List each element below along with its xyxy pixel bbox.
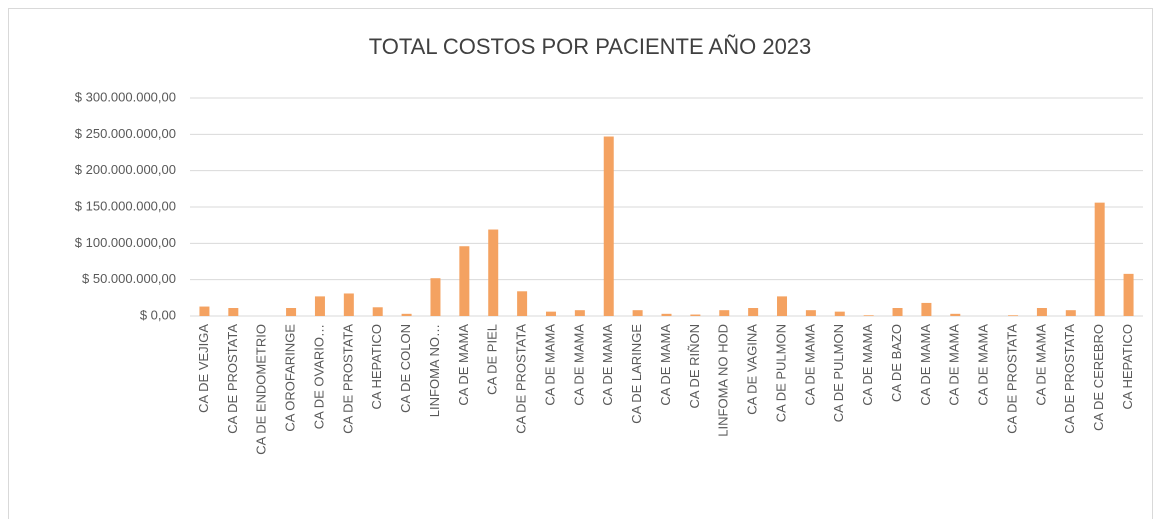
bar — [632, 310, 643, 316]
x-tick-label: CA DE PROSTATA — [514, 324, 529, 434]
bar — [690, 314, 701, 316]
x-tick-label: CA DE PROSTATA — [1004, 324, 1019, 434]
bar — [1094, 202, 1105, 316]
x-tick-label: CA DE MAMA — [542, 324, 557, 406]
bar — [430, 278, 441, 316]
x-tick-label: CA HEPATICO — [1120, 324, 1135, 409]
x-tick-label: CA DE COLON — [398, 324, 413, 413]
x-tick-label: CA DE RIÑON — [687, 324, 702, 409]
bar — [228, 308, 239, 316]
x-tick-label: CA DE PROSTATA — [225, 324, 240, 434]
x-tick-label: CA DE MAMA — [658, 324, 673, 406]
bar — [834, 311, 845, 316]
bar — [950, 313, 961, 316]
bar — [459, 246, 470, 316]
bar — [1123, 273, 1134, 316]
x-tick-label: LINFOMA NO… — [427, 324, 442, 417]
bar — [603, 136, 614, 316]
x-tick-label: CA DE PROSTATA — [340, 324, 355, 434]
x-tick-label: CA DE MAMA — [947, 324, 962, 406]
x-tick-label: CA DE MAMA — [976, 324, 991, 406]
x-tick-label: CA DE LARINGE — [629, 324, 644, 424]
bar — [401, 313, 412, 316]
bar — [719, 310, 730, 316]
y-tick-label: $ 0,00 — [140, 307, 176, 322]
x-tick-label: CA DE BAZO — [889, 324, 904, 402]
bar — [1036, 308, 1047, 316]
x-tick-label: CA DE VAGINA — [745, 324, 760, 415]
y-tick-label: $ 200.000.000,00 — [75, 162, 176, 177]
x-tick-label: CA DE MAMA — [918, 324, 933, 406]
x-tick-label: CA DE ENDOMETRIO — [254, 324, 269, 455]
x-tick-label: CA DE MAMA — [571, 324, 586, 406]
bar — [748, 308, 759, 316]
bar — [805, 310, 816, 316]
bar — [1008, 315, 1019, 316]
x-tick-label: CA DE MAMA — [860, 324, 875, 406]
x-tick-label: CA DE MAMA — [1033, 324, 1048, 406]
x-tick-label: CA DE CEREBRO — [1091, 324, 1106, 431]
x-tick-label: CA OROFARINGE — [283, 324, 298, 432]
chart-border — [8, 8, 1153, 524]
x-tick-label: CA DE PIEL — [485, 324, 500, 395]
x-tick-label: CA DE MAMA — [802, 324, 817, 406]
x-tick-label: CA HEPATICO — [369, 324, 384, 409]
bar — [199, 306, 210, 316]
x-tick-label: CA DE PROSTATA — [1062, 324, 1077, 434]
y-tick-label: $ 100.000.000,00 — [75, 235, 176, 250]
y-tick-label: $ 50.000.000,00 — [82, 271, 176, 286]
bar — [892, 308, 903, 316]
bar — [517, 291, 528, 316]
x-tick-label: CA DE PULMON — [831, 324, 846, 422]
x-tick-label: CA DE MAMA — [600, 324, 615, 406]
x-tick-label: CA DE OVARIO… — [311, 324, 326, 429]
bar — [921, 302, 932, 316]
x-tick-label: LINFOMA NO HOD — [716, 324, 731, 437]
bar — [488, 229, 499, 316]
y-tick-label: $ 150.000.000,00 — [75, 198, 176, 213]
bar — [1065, 310, 1076, 316]
bar — [863, 315, 874, 316]
y-tick-label: $ 250.000.000,00 — [75, 126, 176, 141]
y-tick-label: $ 300.000.000,00 — [75, 89, 176, 104]
bar — [343, 293, 354, 316]
bar — [777, 296, 788, 316]
chart-title: TOTAL COSTOS POR PACIENTE AÑO 2023 — [369, 34, 812, 59]
x-tick-label: CA DE VEJIGA — [196, 324, 211, 413]
bar — [574, 310, 585, 316]
bar — [372, 307, 383, 316]
bar — [545, 311, 556, 316]
bar — [286, 308, 297, 316]
bar — [661, 313, 672, 316]
x-tick-label: CA DE MAMA — [456, 324, 471, 406]
bar — [314, 296, 325, 316]
x-tick-label: CA DE PULMON — [773, 324, 788, 422]
